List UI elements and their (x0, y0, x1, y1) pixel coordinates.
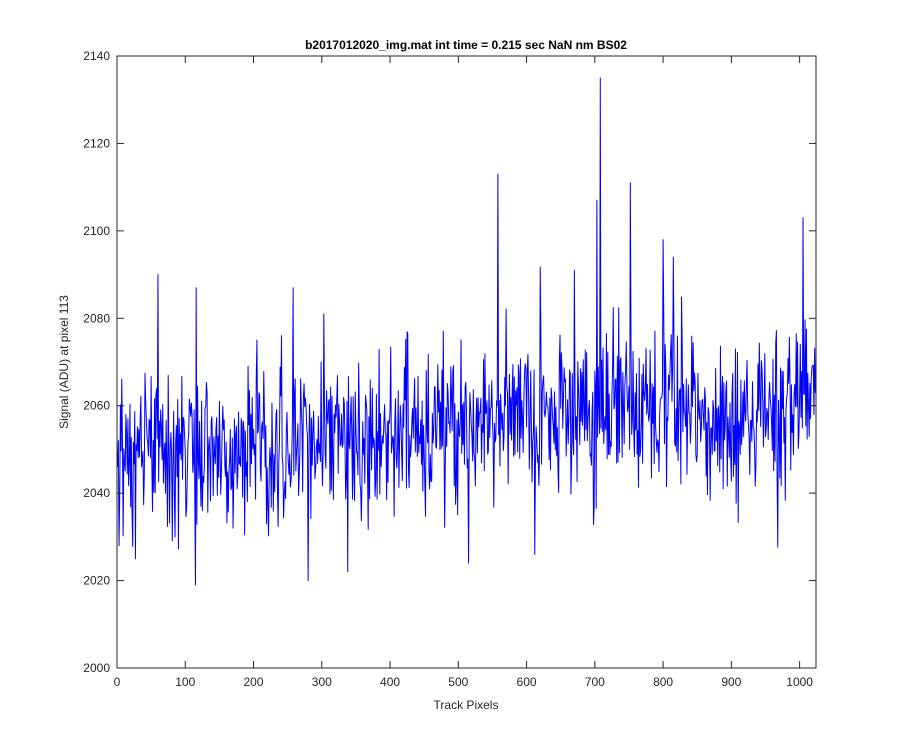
series-layer (117, 77, 817, 586)
tick-layer: 0 100 200 300 400 500 600 700 800 900 1000 2000 2020… (83, 49, 816, 689)
x-tick-label: 500 (448, 675, 468, 689)
y-tick-label: 2080 (83, 311, 110, 325)
chart-title: b2017012020_img.mat int time = 0.215 sec… (305, 38, 627, 52)
y-tick-label: 2020 (83, 574, 110, 588)
x-tick-label: 700 (585, 675, 605, 689)
x-tick-label: 0 (114, 675, 121, 689)
x-tick-label: 600 (517, 675, 537, 689)
y-tick-label: 2120 (83, 136, 110, 150)
x-tick-label: 200 (244, 675, 264, 689)
series-line (117, 77, 817, 586)
y-tick-label: 2140 (83, 49, 110, 63)
y-tick-label: 2000 (83, 661, 110, 675)
y-tick-label: 2100 (83, 224, 110, 238)
x-tick-label: 800 (653, 675, 673, 689)
x-axis-label: Track Pixels (434, 698, 499, 712)
plot-area (117, 56, 816, 668)
x-tick-label: 100 (175, 675, 195, 689)
y-tick-label: 2040 (83, 486, 110, 500)
x-tick-label: 900 (721, 675, 741, 689)
x-tick-label: 300 (312, 675, 332, 689)
y-tick-label: 2060 (83, 399, 110, 413)
x-tick-label: 400 (380, 675, 400, 689)
axes-box (116, 55, 817, 669)
y-axis-label: Signal (ADU) at pixel 113 (57, 295, 71, 429)
x-tick-label: 1000 (786, 675, 813, 689)
